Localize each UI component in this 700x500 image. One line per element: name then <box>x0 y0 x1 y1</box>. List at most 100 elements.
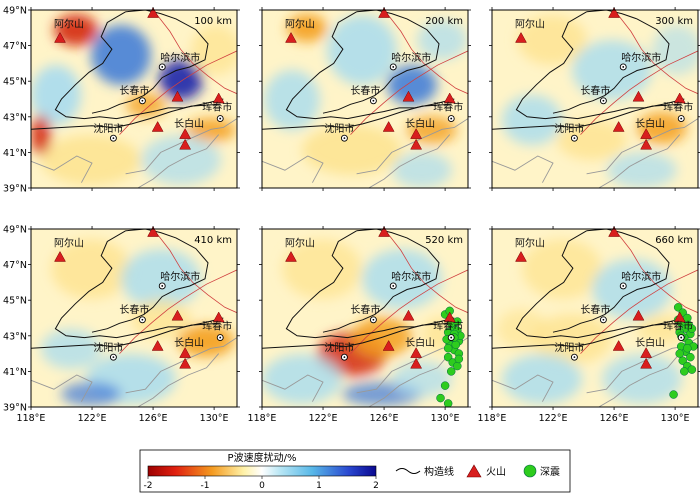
city-label-shenyang: 沈阳市 <box>324 341 354 354</box>
lon-tick-label: 126°E <box>600 413 629 424</box>
coastline <box>31 374 93 402</box>
city-label-harbin: 哈尔滨市 <box>391 51 431 64</box>
city-label-arshan: 阿尔山 <box>54 17 84 30</box>
structure-line <box>552 229 670 333</box>
volcano-marker <box>171 90 184 102</box>
deep-quake-marker <box>454 354 464 364</box>
city-marker-center <box>219 336 222 339</box>
lat-tick-label: 43°N <box>3 331 27 342</box>
city-marker-center <box>161 285 164 287</box>
fault-line <box>119 269 237 354</box>
city-label-changchun: 长春市 <box>350 303 380 316</box>
volcano-icon <box>466 464 482 478</box>
fault-line <box>154 11 237 95</box>
structure-line <box>492 322 682 349</box>
city-label-changchun: 长春市 <box>119 84 149 97</box>
deep-quake-label: 深震 <box>540 466 560 478</box>
volcano-marker <box>54 250 66 262</box>
anomaly-blob <box>392 361 452 397</box>
deep-quake-marker <box>451 340 461 349</box>
lon-tick-label: 130°E <box>200 413 229 424</box>
lon-tick-label: 118°E <box>248 413 277 424</box>
city-marker-center <box>602 318 605 321</box>
structure-line <box>285 11 455 120</box>
city-label-shenyang: 沈阳市 <box>554 341 584 354</box>
volcano-marker <box>285 31 297 43</box>
anomaly-blob <box>557 120 627 160</box>
volcano-marker <box>382 120 395 132</box>
volcano-marker <box>410 357 423 369</box>
city-marker-center <box>602 99 605 102</box>
city-marker-center <box>622 285 625 287</box>
city-label-shenyang: 沈阳市 <box>554 122 584 135</box>
lat-tick-label: 49°N <box>3 6 27 17</box>
structure-line-icon <box>395 468 421 474</box>
city-label-changbaishan: 长白山 <box>405 336 435 349</box>
anomaly-blob <box>607 152 677 188</box>
colorbar-tick-label: 2 <box>373 481 379 491</box>
lat-tick-label: 41°N <box>3 367 27 378</box>
anomaly-blob <box>417 20 467 60</box>
anomaly-blob <box>159 60 203 100</box>
volcanoes <box>285 7 456 150</box>
anomaly-blobs <box>497 239 687 404</box>
volcano-marker <box>515 250 527 262</box>
fault-line <box>154 230 237 314</box>
volcano-marker <box>402 309 415 321</box>
structure-line <box>262 103 452 130</box>
panel-frame <box>491 9 699 189</box>
coastline <box>262 374 324 402</box>
anomaly-blob <box>31 65 81 125</box>
colorbar-tick-label: 0 <box>259 481 265 491</box>
panel-frame <box>491 228 699 408</box>
city-marker-center <box>680 336 683 339</box>
structure-line <box>31 103 221 130</box>
city-label-harbin: 哈尔滨市 <box>621 270 661 283</box>
city-label-changchun: 长春市 <box>580 303 610 316</box>
structure-line <box>515 230 685 339</box>
city-marker-center <box>161 66 164 68</box>
anomaly-blob <box>186 118 236 142</box>
volcano-marker <box>212 311 225 323</box>
city-marker-center <box>392 285 395 287</box>
lon-tick-label: 118°E <box>478 413 507 424</box>
volcano-marker <box>673 92 686 104</box>
anomaly-blob <box>302 125 402 175</box>
deep-quake-marker <box>680 367 689 376</box>
volcano-marker <box>54 31 66 43</box>
city-label-harbin: 哈尔滨市 <box>160 270 200 283</box>
deep-quake-marker <box>683 344 692 353</box>
volcano-marker <box>632 309 645 321</box>
volcano-marker <box>640 128 653 139</box>
city-label-hunchun: 珲春市 <box>202 320 232 333</box>
lon-tick-label: 122°E <box>309 413 338 424</box>
volcano-marker <box>212 92 225 104</box>
panel-frame <box>30 228 238 408</box>
map-lines <box>492 10 698 188</box>
anomaly-blob <box>387 65 437 105</box>
anomaly-blob <box>532 314 612 364</box>
volcanoes <box>54 7 225 150</box>
depth-label: 300 km <box>655 16 693 27</box>
colorbar <box>147 465 377 477</box>
city-label-harbin: 哈尔滨市 <box>160 51 200 64</box>
city-label-changbaishan: 长白山 <box>174 117 204 130</box>
city-label-hunchun: 珲春市 <box>663 101 693 114</box>
depth-label: 520 km <box>425 235 463 246</box>
city-label-harbin: 哈尔滨市 <box>391 270 431 283</box>
coastline <box>137 134 220 188</box>
city-label-changbaishan: 长白山 <box>174 336 204 349</box>
volcano-marker <box>378 226 390 237</box>
lon-tick-label: 126°E <box>139 413 168 424</box>
deep-quake-marker <box>440 381 450 390</box>
fault-line <box>580 50 698 135</box>
volcano-marker <box>410 128 423 139</box>
deep-quakes <box>669 303 698 399</box>
